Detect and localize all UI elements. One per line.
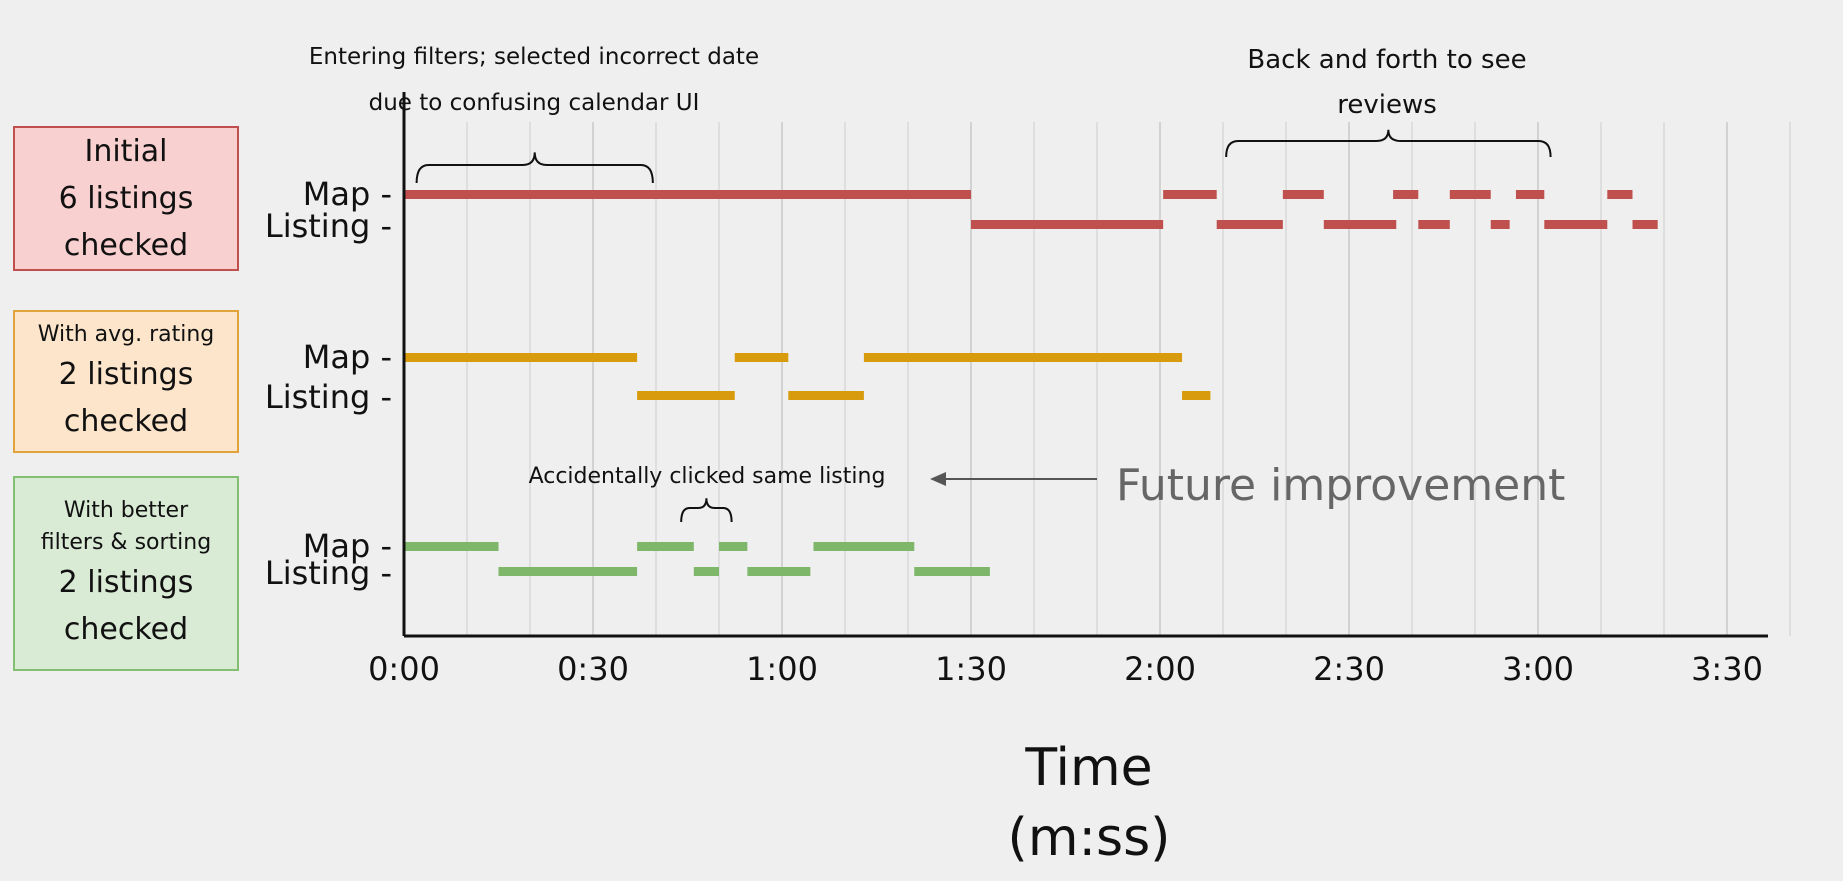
callout-text: Future improvement — [1116, 460, 1565, 511]
group-box-line2: 6 listings — [58, 181, 194, 216]
group-box-line3: checked — [63, 611, 189, 647]
group-box-line1: Initial — [84, 134, 168, 169]
bar-map — [1282, 190, 1324, 199]
bar-map — [719, 542, 748, 551]
row-label-listing: Listing - — [265, 554, 392, 592]
bar-map — [1515, 190, 1545, 199]
group-box-line3: checked — [63, 228, 189, 263]
annotation-text: due to confusing calendar UI — [369, 90, 700, 116]
x-tick-label: 0:00 — [368, 650, 440, 688]
group-box-line3: checked — [63, 403, 189, 439]
bar-map — [1163, 190, 1217, 199]
bar-map — [1449, 190, 1491, 199]
group-box-line1: With avg. rating — [37, 321, 215, 347]
bar-listing — [1490, 220, 1510, 229]
annotations: Entering filters; selected incorrect dat… — [309, 44, 1552, 523]
bar-listing — [1182, 391, 1211, 400]
bar-map — [734, 353, 789, 362]
x-tick-label: 1:30 — [935, 650, 1007, 688]
x-tick-label: 3:30 — [1691, 650, 1763, 688]
bar-listing — [498, 567, 638, 576]
row-labels: Map -Listing -Map -Listing -Map -Listing… — [265, 175, 392, 592]
bar-listing — [1323, 220, 1397, 229]
group-box-initial: Initial 6 listings checked — [13, 126, 239, 271]
x-tick-labels: 0:00 0:30 1:00 1:30 2:00 2:30 3:00 3:30 — [368, 650, 1763, 688]
grid-lines — [466, 122, 1791, 636]
bar-listing — [1544, 220, 1608, 229]
annotation-text: Accidentally clicked same listing — [529, 464, 886, 489]
x-axis-title: Time — [1024, 738, 1152, 798]
annotation-text: Entering filters; selected incorrect dat… — [309, 44, 759, 70]
bar-map — [863, 353, 1183, 362]
group-box-line2: 2 listings — [58, 564, 194, 600]
annotation-brace — [1225, 129, 1552, 158]
bar-map — [1607, 190, 1633, 199]
x-tick-label: 0:30 — [557, 650, 629, 688]
bar-listing — [747, 567, 811, 576]
bar-listing — [693, 567, 719, 576]
x-tick-label: 1:00 — [746, 650, 818, 688]
bar-map — [404, 353, 638, 362]
x-tick-label: 2:00 — [1124, 650, 1196, 688]
bar-map — [637, 542, 694, 551]
bar-map — [1393, 190, 1419, 199]
annotation-text: reviews — [1337, 90, 1437, 120]
x-tick-label: 3:00 — [1502, 650, 1574, 688]
bar-listing — [1418, 220, 1450, 229]
bar-listing — [1216, 220, 1283, 229]
group-box-avg-rating: With avg. rating 2 listings checked — [13, 310, 239, 453]
group-box-line1: With better — [63, 497, 189, 523]
bar-listing — [788, 391, 864, 400]
bars — [404, 190, 1658, 576]
bar-listing — [914, 567, 990, 576]
bar-map — [404, 190, 971, 199]
row-label-listing: Listing - — [265, 378, 392, 416]
x-axis-unit: (m:ss) — [1008, 808, 1171, 868]
row-label-map: Map - — [303, 338, 392, 376]
x-tick-label: 2:30 — [1313, 650, 1385, 688]
row-label-map: Map - — [303, 527, 392, 565]
bar-listing — [637, 391, 735, 400]
bar-listing — [1632, 220, 1658, 229]
bar-map — [404, 542, 499, 551]
annotation-text: Back and forth to see — [1247, 45, 1526, 75]
callout-arrow — [930, 472, 1097, 486]
group-box-better-filters: With better filters & sorting 2 listings… — [13, 476, 239, 671]
row-label-map: Map - — [303, 175, 392, 213]
bar-map — [813, 542, 915, 551]
row-label-listing: Listing - — [265, 207, 392, 245]
group-box-line1b: filters & sorting — [40, 529, 212, 555]
bar-listing — [971, 220, 1164, 229]
annotation-brace — [415, 152, 654, 184]
group-box-line2: 2 listings — [58, 356, 194, 392]
annotation-brace — [680, 498, 733, 523]
